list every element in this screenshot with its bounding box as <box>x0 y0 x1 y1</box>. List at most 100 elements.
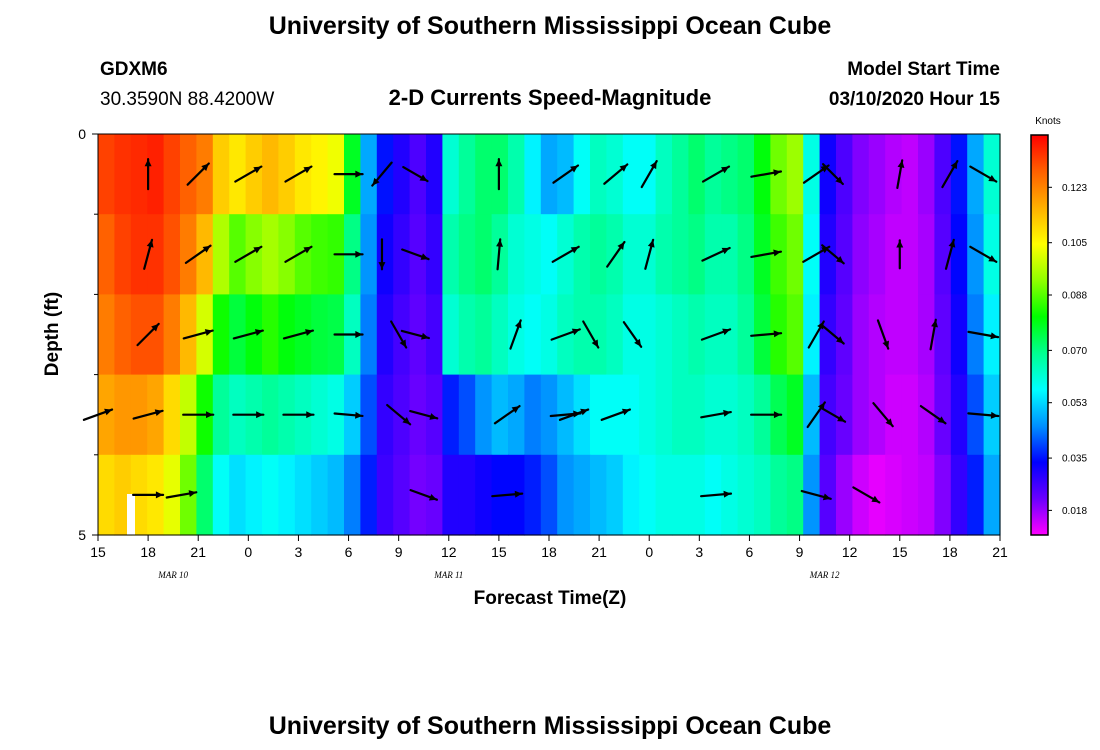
current-arrow <box>582 320 600 349</box>
heatmap-cell <box>590 134 607 215</box>
heatmap-cell <box>983 214 1001 295</box>
arrow-head <box>822 493 831 501</box>
current-arrow <box>165 490 198 499</box>
arrow-head <box>420 253 429 260</box>
x-tick-label: 18 <box>140 544 156 560</box>
heatmap-cell <box>180 454 197 536</box>
heatmap-cell <box>212 454 230 536</box>
y-tick-label: 0 <box>78 126 86 142</box>
heatmap-cell <box>458 134 476 215</box>
arrow-head <box>937 416 946 424</box>
current-vectors <box>82 158 1000 504</box>
heatmap-cell <box>754 454 771 536</box>
heatmap-cell <box>868 214 886 295</box>
heatmap-cell <box>475 294 493 376</box>
heatmap-cell <box>639 294 657 376</box>
arrow-head <box>721 166 730 174</box>
arrow-head <box>650 161 657 170</box>
arrow-head <box>253 246 262 254</box>
arrow-head <box>988 255 997 262</box>
heatmap-cell <box>458 214 476 295</box>
arrow-head <box>837 415 846 422</box>
arrow-head <box>773 330 782 338</box>
heatmap-cell <box>524 374 542 456</box>
x-axis-label: Forecast Time(Z) <box>474 588 627 609</box>
heatmap-cell <box>442 294 460 376</box>
heatmap-cell <box>212 134 230 215</box>
current-arrow <box>701 165 731 183</box>
heatmap-cell <box>376 134 394 215</box>
current-arrow <box>234 245 263 263</box>
current-arrow <box>929 318 938 351</box>
current-arrow <box>872 402 894 428</box>
heatmap-cell <box>524 454 542 536</box>
current-arrow <box>132 409 164 420</box>
heatmap-cell <box>721 454 739 536</box>
heatmap-cell <box>934 134 952 215</box>
arrow-head <box>571 328 580 336</box>
heatmap-cell <box>262 454 279 536</box>
current-arrow <box>333 331 364 338</box>
arrow-head <box>773 249 781 257</box>
current-arrow <box>550 328 581 341</box>
colorbar-units-label: Knots <box>1035 116 1061 127</box>
arrow-head <box>399 339 407 348</box>
heatmap-cell <box>901 214 919 295</box>
heatmap-cell <box>622 134 640 215</box>
current-arrow <box>896 239 904 270</box>
arrow-head <box>201 163 209 172</box>
current-arrow <box>371 161 393 187</box>
arrow-head <box>355 331 363 338</box>
heatmap-cell <box>967 454 985 536</box>
heatmap-cell <box>950 294 968 376</box>
arrow-head <box>871 495 880 503</box>
heatmap-cell <box>262 134 279 215</box>
heatmap-cell <box>491 374 509 456</box>
heatmap-cell <box>868 294 886 376</box>
heatmap-cell <box>458 374 476 456</box>
heatmap-cell <box>524 214 542 295</box>
current-arrow <box>640 160 658 189</box>
arrow-head <box>254 329 263 336</box>
current-arrow <box>386 403 412 426</box>
heatmap-cell <box>918 454 935 536</box>
heatmap-cell <box>163 374 181 456</box>
current-arrow <box>750 330 783 338</box>
heatmap-cell <box>737 214 755 295</box>
heatmap-cell <box>918 134 935 215</box>
heatmap-cell <box>229 454 247 536</box>
heatmap-cell <box>475 214 493 295</box>
colorbar-tick-label: 0.018 <box>1062 506 1087 517</box>
arrow-head <box>514 490 523 498</box>
heatmap-cell <box>294 454 312 536</box>
heatmap-cell <box>819 134 837 215</box>
heatmap-cell <box>639 374 657 456</box>
x-tick-label: 12 <box>842 544 858 560</box>
current-arrow <box>606 240 626 268</box>
heatmap-cell <box>950 134 968 215</box>
x-date-label: MAR 12 <box>809 570 840 580</box>
current-arrow <box>701 246 731 262</box>
heatmap-cell <box>672 214 689 295</box>
heatmap-cell <box>163 134 181 215</box>
current-arrow <box>896 159 905 189</box>
current-arrow <box>184 244 212 265</box>
heatmap-cell <box>819 374 837 456</box>
heatmap-cell <box>573 294 591 376</box>
current-arrow <box>232 411 265 419</box>
heatmap-cell <box>885 454 903 536</box>
heatmap-cell <box>803 374 821 456</box>
heatmap-cell <box>672 374 689 456</box>
heatmap-cell <box>573 134 591 215</box>
arrow-head <box>773 411 782 419</box>
y-tick-label: 5 <box>78 527 86 543</box>
heatmap-cell <box>655 454 673 536</box>
arrow-head <box>722 328 731 336</box>
heatmap-cell <box>901 374 919 456</box>
heatmap-cell <box>967 294 985 376</box>
colorbar-gradient <box>1030 134 1049 536</box>
heatmap-cell <box>393 214 411 295</box>
arrow-head <box>511 406 520 414</box>
heatmap-cell <box>721 374 739 456</box>
